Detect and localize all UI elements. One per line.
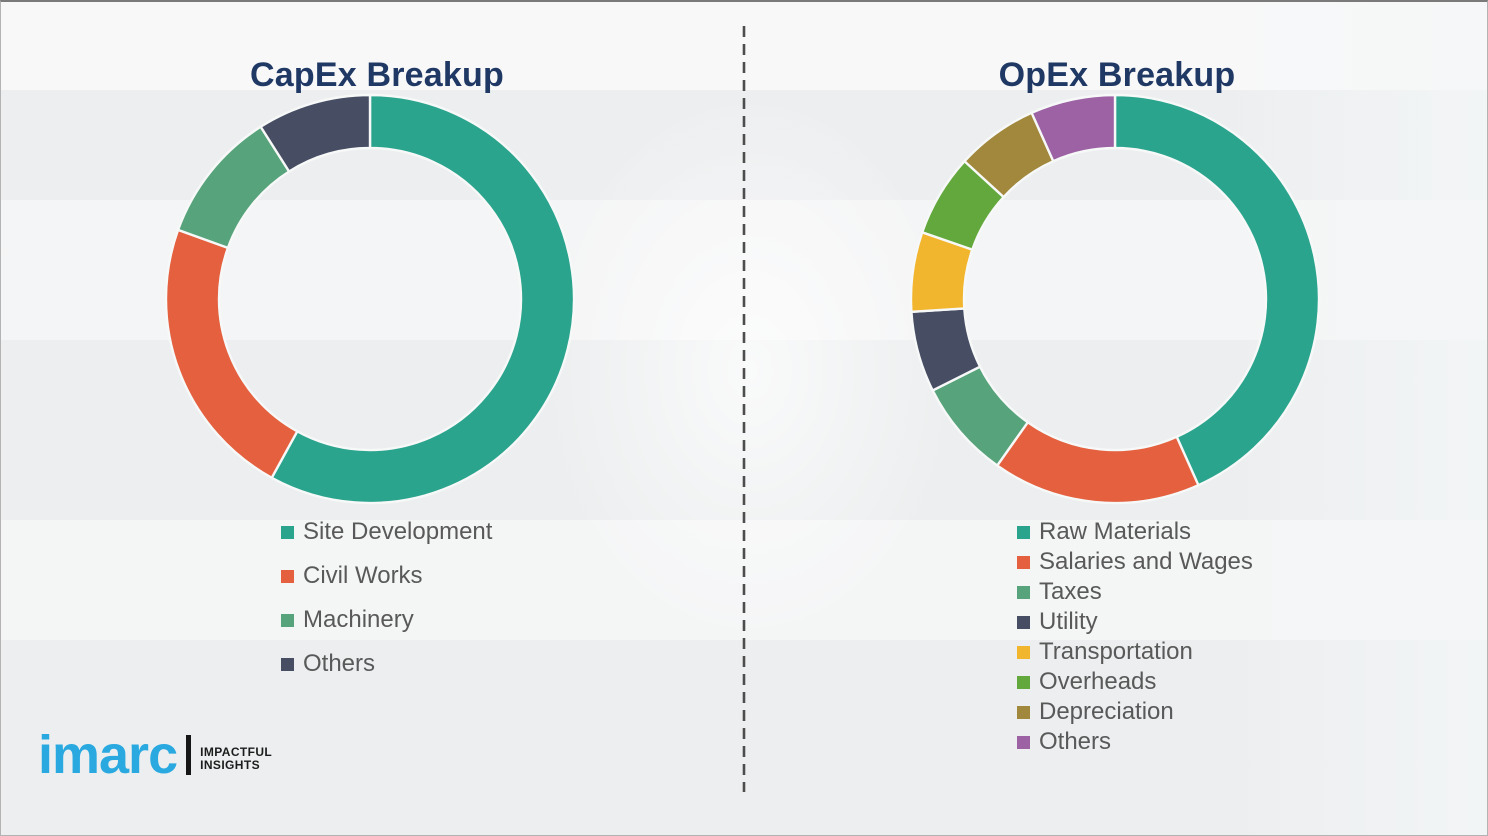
capex-donut-chart	[164, 93, 576, 505]
dashed-divider-line	[742, 26, 746, 792]
capex-chart-title: CapEx Breakup	[250, 56, 504, 95]
legend-item-civil-works: Civil Works	[281, 554, 492, 598]
legend-swatch	[1017, 525, 1030, 539]
legend-item-site-development: Site Development	[281, 510, 492, 554]
legend-label: Transportation	[1039, 638, 1193, 665]
legend-label: Overheads	[1039, 668, 1157, 695]
legend-item-raw-materials: Raw Materials	[1017, 517, 1253, 547]
donut-segment-civil-works	[164, 228, 299, 480]
legend-swatch	[1017, 675, 1030, 689]
legend-item-transportation: Transportation	[1017, 637, 1253, 667]
legend-swatch	[1017, 705, 1030, 719]
legend-label: Civil Works	[303, 562, 423, 589]
legend-label: Others	[303, 650, 376, 677]
legend-item-salaries-and-wages: Salaries and Wages	[1017, 547, 1253, 577]
legend-item-depreciation: Depreciation	[1017, 697, 1253, 727]
legend-swatch	[281, 657, 294, 671]
legend-item-taxes: Taxes	[1017, 577, 1253, 607]
legend-swatch	[1017, 615, 1030, 629]
opex-donut-chart	[909, 93, 1321, 505]
legend-label: Utility	[1039, 608, 1098, 635]
legend-swatch	[1017, 645, 1030, 659]
legend-swatch	[1017, 585, 1030, 599]
legend-swatch	[1017, 555, 1030, 569]
donut-segment-salaries-and-wages	[995, 420, 1200, 505]
legend-label: Taxes	[1039, 578, 1102, 605]
legend-label: Machinery	[303, 606, 414, 633]
capex-legend: Site Development Civil Works Machinery Othe…	[281, 510, 492, 686]
tagline-line-2: INSIGHTS	[200, 758, 260, 773]
brand-name: imarc	[38, 725, 178, 785]
donut-segment-others	[259, 93, 372, 174]
legend-item-utility: Utility	[1017, 607, 1253, 637]
legend-item-overheads: Overheads	[1017, 667, 1253, 697]
legend-item-others: Others	[281, 642, 492, 686]
brand-tagline: IMPACTFUL INSIGHTS	[200, 744, 273, 778]
tagline-line-1: IMPACTFUL	[200, 744, 273, 759]
legend-label: Raw Materials	[1039, 518, 1192, 545]
legend-swatch	[281, 569, 294, 583]
brand-logo: imarc IMPACTFUL INSIGHTS	[38, 725, 273, 785]
donut-segment-others	[1030, 93, 1117, 163]
legend-item-others: Others	[1017, 727, 1253, 757]
legend-swatch	[1017, 735, 1030, 749]
legend-label: Others	[1039, 728, 1112, 755]
legend-label: Depreciation	[1039, 698, 1174, 725]
legend-swatch	[281, 613, 294, 627]
donut-segment-site-development	[270, 93, 576, 505]
brand-divider-bar	[186, 735, 192, 776]
legend-item-machinery: Machinery	[281, 598, 492, 642]
opex-chart-title: OpEx Breakup	[998, 56, 1236, 95]
legend-label: Site Development	[303, 518, 493, 545]
legend-swatch	[281, 525, 294, 539]
opex-legend: Raw Materials Salaries and Wages Taxes Util…	[1017, 517, 1253, 757]
legend-label: Salaries and Wages	[1039, 548, 1253, 575]
donut-segment-raw-materials	[1113, 93, 1321, 487]
